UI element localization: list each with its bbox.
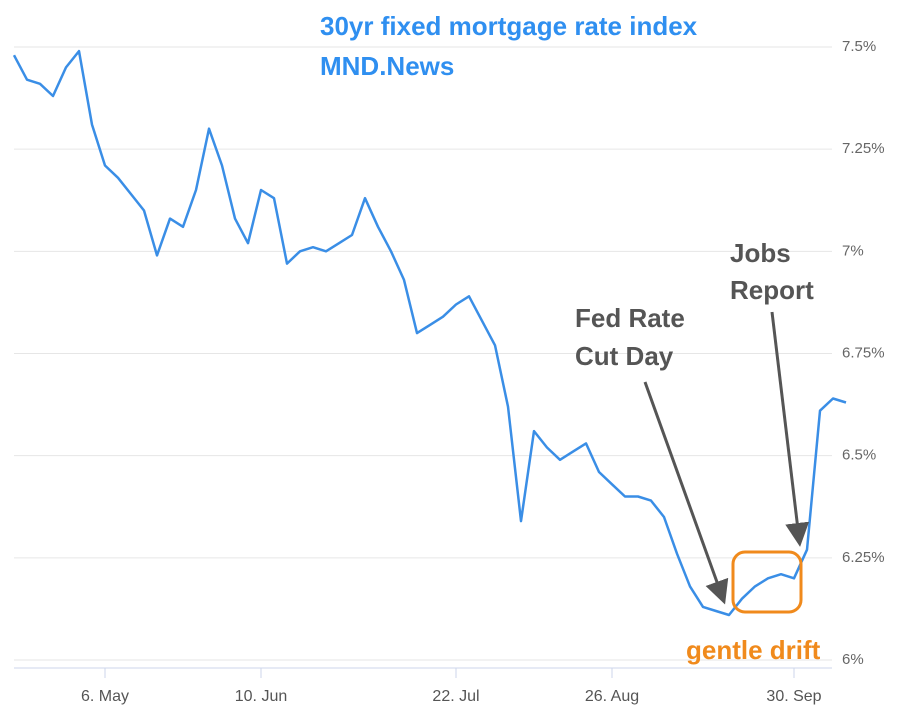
chart-subtitle: MND.News — [320, 51, 454, 81]
line — [12, 49, 847, 617]
annotation: Fed Rate — [575, 303, 685, 333]
y-tick-label: 6% — [842, 651, 864, 668]
annotation: Cut Day — [575, 341, 674, 371]
chart-title: 30yr fixed mortgage rate index — [320, 11, 698, 41]
arrow — [643, 381, 729, 605]
arrow — [770, 311, 810, 547]
plot-area: 6% 6.25% 6.5% 6.75% 7% 7.25% 7.5% 6. May 10. Jun… — [12, 38, 885, 705]
highlight-box — [731, 550, 803, 614]
annotation: gentle drift — [686, 635, 821, 665]
x-tick-label: 10. Jun — [235, 688, 287, 705]
y-tick-label: 7.25% — [842, 140, 885, 157]
y-tick-label: 7.5% — [842, 38, 876, 55]
y-tick-label: 7% — [842, 242, 864, 259]
x-tick-label: 30. Sep — [766, 688, 821, 705]
annotation: Report — [730, 275, 814, 305]
x-tick-label: 26. Aug — [585, 688, 639, 705]
y-tick-label: 6.5% — [842, 447, 876, 464]
y-tick-label: 6.25% — [842, 549, 885, 566]
annotation: Jobs — [730, 238, 791, 268]
y-tick-label: 6.75% — [842, 344, 885, 361]
x-tick-label: 6. May — [81, 688, 129, 705]
x-tick-label: 22. Jul — [432, 688, 479, 705]
